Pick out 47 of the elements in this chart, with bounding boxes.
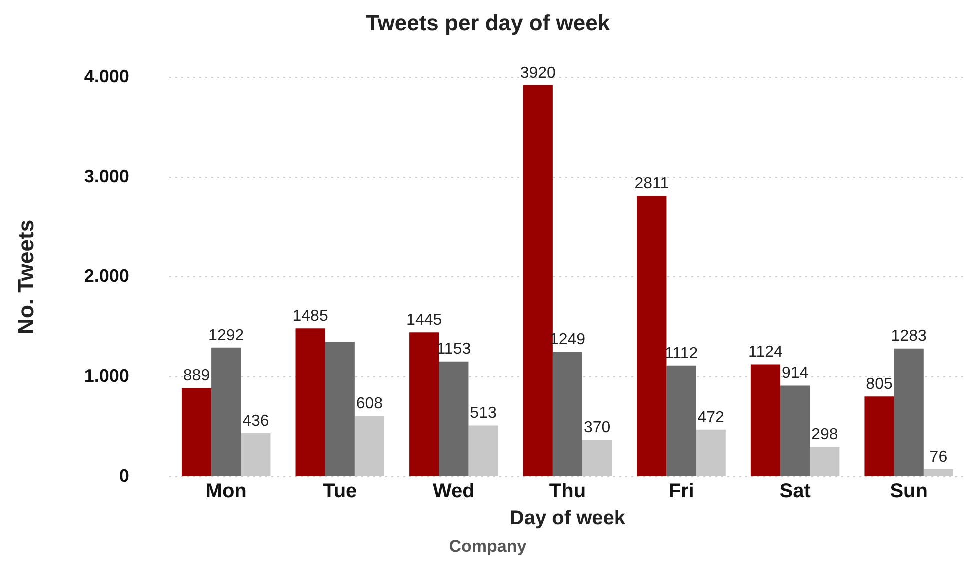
x-tick-label: Wed xyxy=(433,480,475,503)
x-tick-label: Tue xyxy=(323,480,358,503)
data-label: 1124 xyxy=(748,344,784,362)
data-label: 1283 xyxy=(891,328,927,346)
x-axis-title: Day of week xyxy=(510,508,626,530)
data-label: 608 xyxy=(356,396,384,413)
bar xyxy=(212,348,242,476)
x-tick-label: Fri xyxy=(668,480,694,503)
bar xyxy=(552,352,583,476)
data-label: 3920 xyxy=(520,64,556,82)
bar xyxy=(410,332,440,476)
chart-title: Tweets per day of week xyxy=(366,10,611,36)
data-label: 805 xyxy=(866,376,893,393)
data-label: 889 xyxy=(183,368,210,385)
bar xyxy=(325,342,355,476)
x-tick-label: Sat xyxy=(780,480,812,503)
bar xyxy=(523,85,553,476)
bar xyxy=(894,348,924,476)
data-label: 76 xyxy=(930,448,948,466)
data-label: 1445 xyxy=(406,312,442,330)
data-label: 513 xyxy=(470,405,497,422)
data-label: 370 xyxy=(584,419,611,436)
y-tick-label: 1.000 xyxy=(84,366,130,386)
y-tick-label: 0 xyxy=(119,466,130,486)
data-label: 1485 xyxy=(292,308,328,326)
data-label: 1292 xyxy=(208,327,244,344)
bar xyxy=(864,396,894,476)
x-tick-label: Thu xyxy=(549,480,586,503)
y-tick-label: 4.000 xyxy=(84,66,130,86)
data-label: 914 xyxy=(782,365,809,382)
bar xyxy=(439,362,469,476)
bar xyxy=(666,366,696,476)
bar xyxy=(780,386,810,476)
bar xyxy=(296,328,326,476)
x-tick-label: Sun xyxy=(890,480,928,503)
y-tick-label: 3.000 xyxy=(84,166,130,186)
data-label: 436 xyxy=(242,412,270,430)
legend-title: Company xyxy=(448,536,528,558)
bar xyxy=(750,364,781,476)
bar xyxy=(637,196,667,476)
x-tick-label: Mon xyxy=(206,480,247,503)
data-label: 298 xyxy=(812,426,838,444)
data-label: 2811 xyxy=(634,176,670,193)
data-label: 472 xyxy=(698,409,725,426)
y-tick-label: 2.000 xyxy=(84,266,130,286)
bar xyxy=(182,388,212,476)
y-axis-title: No. Tweets xyxy=(13,220,38,334)
